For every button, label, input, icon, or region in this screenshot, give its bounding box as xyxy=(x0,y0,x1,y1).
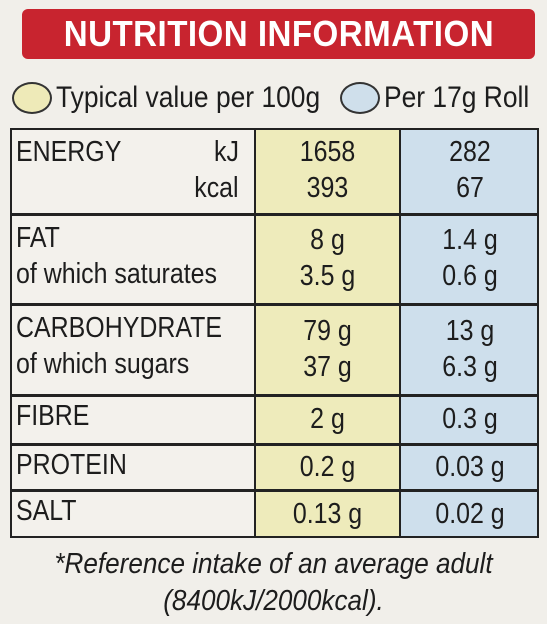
row-divider xyxy=(12,443,537,446)
carbohydrate-per-portion: 13 g xyxy=(445,315,495,347)
sugars-per-portion: 6.3 g xyxy=(442,351,498,383)
sugars-per-100g: 37 g xyxy=(303,351,352,383)
row-label-saturates: of which saturates xyxy=(16,258,218,290)
row-divider xyxy=(12,394,537,397)
row-label-fibre: FIBRE xyxy=(16,400,90,432)
row-label-protein: PROTEIN xyxy=(16,449,127,481)
salt-per-100g: 0.13 g xyxy=(292,498,363,530)
saturates-per-100g: 3.5 g xyxy=(299,260,356,292)
salt-per-portion: 0.02 g xyxy=(435,498,505,530)
per-100g-column xyxy=(254,130,399,536)
footnote: *Reference intake of an average adult (8… xyxy=(0,546,547,620)
row-label-fat: FAT xyxy=(16,222,60,254)
protein-per-100g: 0.2 g xyxy=(299,451,356,483)
footnote-line-2: (8400kJ/2000kcal). xyxy=(163,585,384,617)
energy-kj-per-100g: 1658 xyxy=(299,136,356,168)
fat-per-portion: 1.4 g xyxy=(442,224,498,256)
row-label-salt: SALT xyxy=(16,495,77,527)
footnote-line-1: *Reference intake of an average adult xyxy=(54,548,493,580)
yellow-circle-icon xyxy=(12,82,52,114)
unit-kcal: kcal xyxy=(194,172,239,204)
blue-circle-icon xyxy=(340,82,381,114)
energy-kj-per-portion: 282 xyxy=(449,136,491,168)
row-label-sugars: of which sugars xyxy=(16,348,190,380)
nutrition-table: ENERGY kJ 1658 282 kcal 393 67 FAT 8 g 1… xyxy=(10,128,539,538)
carbohydrate-per-100g: 79 g xyxy=(303,315,352,347)
page-title: NUTRITION INFORMATION xyxy=(63,13,494,54)
row-divider xyxy=(12,213,537,216)
fat-per-100g: 8 g xyxy=(310,224,345,256)
per-portion-column xyxy=(399,130,537,536)
legend: Typical value per 100g Per 17g Roll xyxy=(12,76,542,120)
row-divider xyxy=(12,303,537,306)
header-bar: NUTRITION INFORMATION xyxy=(22,9,535,59)
legend-per-portion: Per 17g Roll xyxy=(384,81,530,114)
protein-per-portion: 0.03 g xyxy=(435,451,505,483)
row-label-carbohydrate: CARBOHYDRATE xyxy=(16,312,223,344)
legend-per-100g: Typical value per 100g xyxy=(56,81,321,114)
energy-kcal-per-100g: 393 xyxy=(306,172,349,204)
energy-kcal-per-portion: 67 xyxy=(456,172,484,204)
fibre-per-portion: 0.3 g xyxy=(442,403,498,435)
unit-kj: kJ xyxy=(214,136,239,168)
row-divider xyxy=(12,489,537,492)
saturates-per-portion: 0.6 g xyxy=(442,260,498,292)
fibre-per-100g: 2 g xyxy=(310,403,345,435)
row-label-energy: ENERGY xyxy=(16,136,122,168)
